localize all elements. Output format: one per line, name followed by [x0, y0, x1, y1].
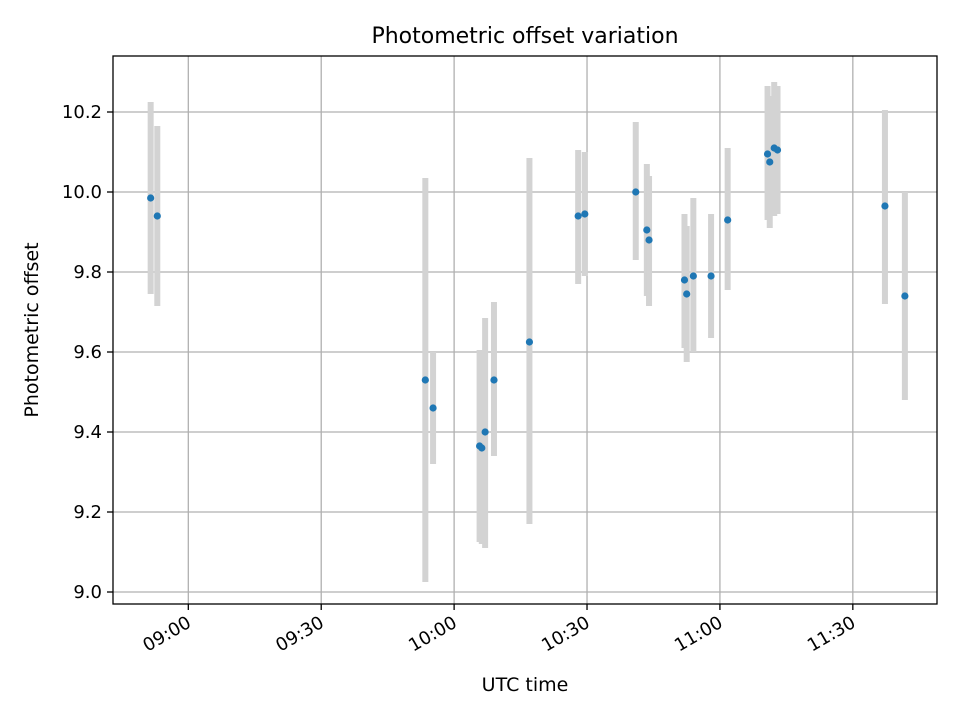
data-point — [490, 376, 498, 384]
y-tick-label: 9.4 — [73, 422, 102, 443]
data-point — [153, 212, 161, 220]
data-point — [478, 444, 486, 452]
data-point — [763, 150, 772, 158]
chart-title: Photometric offset variation — [371, 24, 678, 49]
data-point — [724, 216, 732, 224]
data-point — [525, 338, 534, 346]
data-point — [481, 428, 489, 436]
data-point — [574, 212, 582, 220]
data-point — [683, 290, 691, 298]
data-point — [881, 202, 889, 210]
data-point — [707, 272, 715, 280]
data-point — [680, 276, 689, 284]
y-tick-label: 9.2 — [73, 502, 102, 523]
y-tick-label: 10.0 — [62, 182, 102, 203]
y-tick-label: 10.2 — [62, 102, 102, 123]
y-axis-label: Photometric offset — [21, 242, 43, 417]
data-point — [581, 210, 589, 218]
data-point — [429, 404, 437, 412]
y-tick-label: 9.6 — [73, 342, 102, 363]
y-tick-label: 9.8 — [73, 262, 102, 283]
data-points — [147, 144, 909, 452]
data-point — [645, 236, 653, 244]
y-tick-label: 9.0 — [73, 582, 102, 603]
data-point — [766, 158, 774, 166]
data-point — [147, 194, 155, 202]
plot-frame — [112, 55, 938, 605]
data-point — [421, 376, 429, 384]
data-point — [632, 188, 640, 196]
x-axis-label: UTC time — [482, 674, 569, 696]
data-point — [643, 226, 651, 234]
grid — [113, 56, 937, 604]
data-point — [773, 146, 782, 154]
y-axis-ticks: 9.0 9.2 9.4 9.6 9.8 10.0 10.2 — [62, 102, 113, 603]
data-point — [901, 292, 909, 300]
data-point — [689, 272, 697, 280]
